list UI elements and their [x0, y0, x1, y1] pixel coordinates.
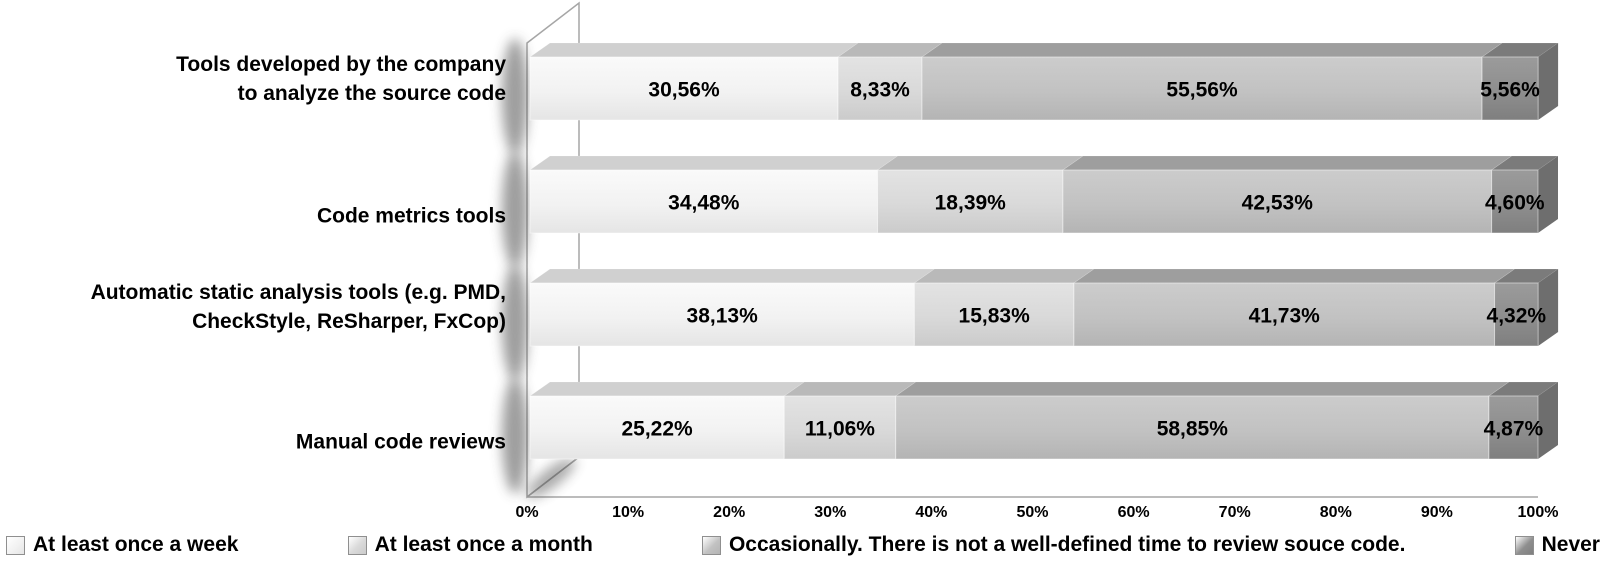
segment-value-label: 11,06%: [805, 418, 875, 441]
corner-shadow: [526, 458, 576, 498]
segment-front-face: [529, 169, 879, 234]
segment-value-label: 25,22%: [621, 418, 693, 441]
segment-top-face: [1061, 155, 1513, 171]
segment-front-face: [1062, 169, 1493, 234]
segment-end-cap: [1538, 156, 1558, 233]
segment-value-label: 34,48%: [668, 192, 740, 215]
segment-top-face: [894, 381, 1510, 397]
segment-value-label: 4,32%: [1487, 305, 1547, 328]
segment-value-label: 55,56%: [1166, 79, 1238, 102]
legend-label: Occasionally. There is not a well-define…: [728, 533, 1406, 556]
x-axis-tick-label: 0%: [515, 504, 538, 521]
segment-front-face: [1491, 169, 1539, 234]
segment-top-face: [876, 155, 1084, 171]
segment-front-face: [783, 395, 897, 460]
legend-item-never: Never: [1514, 533, 1600, 557]
segment-front-face: [877, 169, 1064, 234]
segment-front-face: [1494, 282, 1539, 347]
bar-row: 34,48% 18,39% 42,53% 4,60%: [529, 155, 1559, 234]
segment-end-cap: [1538, 43, 1559, 120]
segment-front-face: [529, 395, 785, 460]
legend-item-month: At least once a month: [347, 533, 593, 557]
segment-value-label: 41,73%: [1249, 305, 1321, 328]
legend-swatch-month-icon: [347, 535, 367, 555]
legend-item-occasionally: Occasionally. There is not a well-define…: [701, 533, 1406, 557]
segment-top-face: [529, 268, 936, 284]
category-label-manual-reviews: Manual code reviews: [295, 430, 506, 454]
x-axis-tick-label: 80%: [1320, 504, 1352, 521]
bar-shadow: [502, 151, 528, 268]
bar-shadow: [502, 377, 528, 494]
bar-shadow: [502, 38, 528, 155]
x-axis-tick-label: 50%: [1016, 504, 1048, 521]
legend-swatch-never-icon: [1514, 535, 1534, 555]
legend-item-week: At least once a week: [6, 533, 238, 557]
segment-value-label: 5,56%: [1480, 79, 1540, 102]
segment-value-label: 4,87%: [1484, 418, 1544, 441]
x-axis-tick-label: 40%: [915, 504, 947, 521]
segment-top-face: [529, 381, 806, 397]
legend-swatch-occasionally-icon: [701, 535, 721, 555]
segment-end-cap: [1538, 269, 1559, 346]
legend-label: At least once a month: [374, 533, 593, 556]
x-axis-tick-label: 10%: [612, 504, 644, 521]
segment-end-cap: [1538, 382, 1558, 459]
segment-front-face: [837, 56, 923, 121]
legend-label: Never: [1541, 533, 1600, 556]
segment-value-label: 42,53%: [1242, 192, 1314, 215]
segment-top-face: [783, 381, 917, 397]
x-axis-tick-label: 100%: [1518, 504, 1559, 521]
segment-front-face: [529, 282, 915, 347]
x-axis-tick-label: 20%: [713, 504, 745, 521]
category-label-code-metrics: Code metrics tools: [316, 204, 506, 228]
x-axis-tick-label: 60%: [1118, 504, 1150, 521]
segment-front-face: [1488, 395, 1539, 460]
category-label-company-tools: Tools developed by the company to analyz…: [176, 53, 506, 105]
segment-front-face: [913, 282, 1075, 347]
legend-swatch-week-icon: [6, 535, 25, 555]
legend: At least once a week At least once a mon…: [6, 533, 1600, 557]
segment-value-label: 18,39%: [935, 192, 1007, 215]
segment-top-face: [1072, 268, 1516, 284]
chart-floor-edge: [526, 456, 1538, 498]
category-label-static-analysis: Automatic static analysis tools (e.g. PM…: [90, 281, 506, 333]
segment-front-face: [529, 56, 839, 121]
bar-row: 38,13% 15,83% 41,73% 4,32%: [529, 268, 1560, 347]
segment-front-face: [1073, 282, 1496, 347]
segment-front-face: [921, 56, 1483, 121]
x-axis-tick-label: 90%: [1421, 504, 1453, 521]
x-axis-tick-label: 70%: [1219, 504, 1251, 521]
segment-value-label: 58,85%: [1157, 418, 1229, 441]
segment-front-face: [895, 395, 1490, 460]
segment-top-face: [921, 42, 1504, 58]
segment-front-face: [1481, 56, 1539, 121]
segment-value-label: 30,56%: [648, 79, 720, 102]
segment-value-label: 38,13%: [687, 305, 759, 328]
x-axis-tick-label: 30%: [814, 504, 846, 521]
segment-top-face: [529, 42, 859, 58]
bar-row: 25,22% 11,06% 58,85% 4,87%: [529, 381, 1559, 460]
segment-top-face: [529, 155, 899, 171]
bar-shadow: [502, 264, 528, 381]
segment-top-face: [913, 268, 1095, 284]
segment-value-label: 15,83%: [959, 305, 1031, 328]
bar-row: 30,56% 8,33% 55,56% 5,56%: [529, 42, 1560, 121]
legend-label: At least once a week: [33, 533, 239, 556]
segment-value-label: 8,33%: [850, 79, 910, 102]
segment-value-label: 4,60%: [1485, 192, 1545, 215]
